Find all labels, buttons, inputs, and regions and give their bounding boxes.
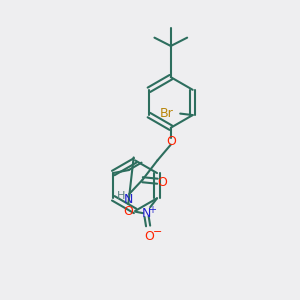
Text: −: − — [153, 227, 162, 238]
Text: +: + — [148, 205, 156, 214]
Text: N: N — [142, 207, 151, 220]
Text: O: O — [145, 230, 154, 242]
Text: N: N — [124, 194, 133, 206]
Text: O: O — [166, 135, 176, 148]
Text: O: O — [123, 205, 133, 218]
Text: O: O — [157, 176, 167, 189]
Text: Br: Br — [160, 107, 173, 120]
Text: H: H — [117, 191, 125, 201]
